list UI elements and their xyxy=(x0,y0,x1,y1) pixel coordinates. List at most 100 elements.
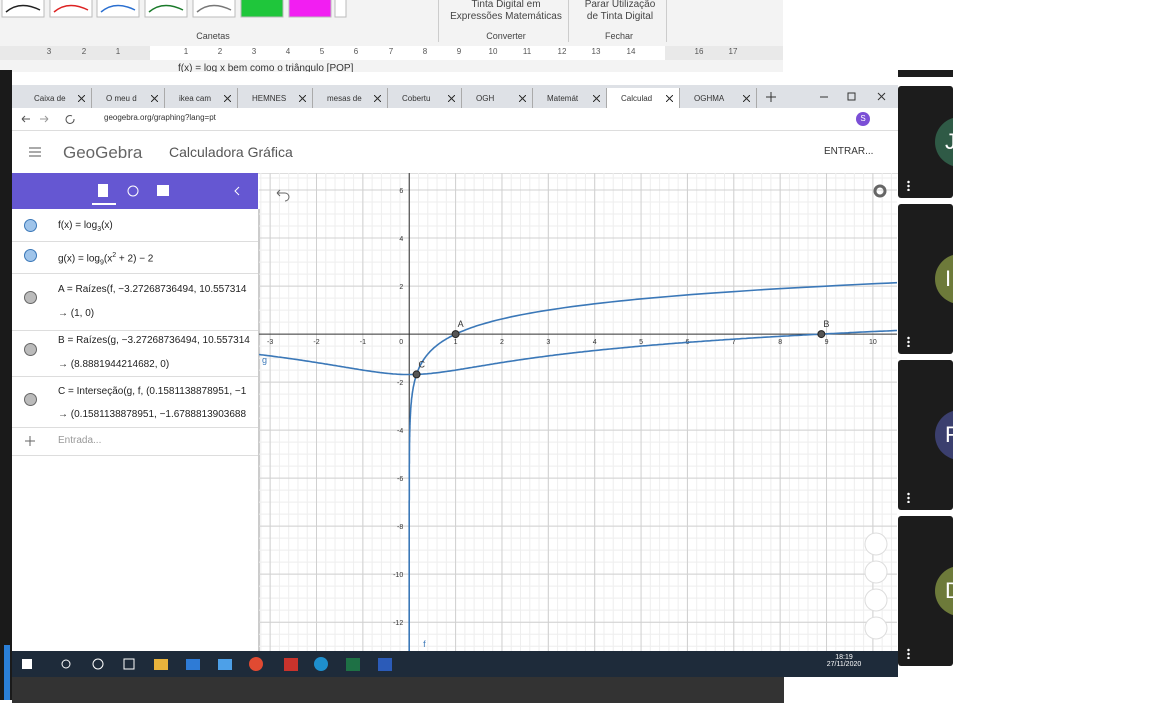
point xyxy=(817,330,826,339)
text: 9 xyxy=(99,259,104,267)
ruler-number: 2 xyxy=(217,47,223,56)
point-label: A xyxy=(458,319,464,329)
tab-title: Matemát xyxy=(547,93,579,103)
browser-tab[interactable]: HEMNES xyxy=(238,88,313,108)
left-edge xyxy=(0,70,12,700)
menu-dots xyxy=(907,180,910,191)
ruler-number: 7 xyxy=(388,47,394,56)
browser-tab[interactable]: ikea cam xyxy=(165,88,238,108)
participant-tile: F xyxy=(898,360,953,510)
tab-bar: Caixa de O meu d ikea cam HEMNES mesas de Cob… xyxy=(12,85,898,108)
tab-title: OGHMA xyxy=(694,93,725,103)
ruler-number: 13 xyxy=(591,47,601,56)
group-label: Canetas xyxy=(196,31,230,41)
url[interactable]: geogebra.org/graphing?lang=pt xyxy=(104,113,216,122)
x-tick-label: -3 xyxy=(267,339,273,346)
stop-button[interactable]: Parar Utilização de Tinta Digital xyxy=(572,0,668,23)
point-label: C xyxy=(419,359,426,369)
tab-title: O meu d xyxy=(106,93,137,103)
avatar: D xyxy=(935,566,953,616)
point-label: B xyxy=(823,319,829,329)
avatar: F xyxy=(935,410,953,460)
x-tick-label: 2 xyxy=(500,339,504,346)
group-label: Converter xyxy=(486,31,526,41)
algebra-row[interactable]: C = Interseção(g, f, (0.1581138878951, −… xyxy=(12,376,258,428)
ruler-number: 16 xyxy=(694,47,704,56)
algebra-row[interactable]: A = Raízes(f, −3.27268736494, 10.557314 →… xyxy=(12,273,258,331)
ruler-number: 9 xyxy=(456,47,462,56)
group-label: Fechar xyxy=(604,31,633,41)
text: → (8.8881944214682, 0) xyxy=(58,359,170,370)
y-tick-label: 4 xyxy=(399,236,403,243)
browser-tab[interactable]: Caixa de xyxy=(20,88,92,108)
text: → (0.1581138878951, −1.6788813903688 xyxy=(58,409,247,420)
algebra-row[interactable]: g(x) = log9(x2 + 2) − 2 xyxy=(12,241,258,274)
text: 2 xyxy=(112,252,117,259)
tab-close xyxy=(519,94,526,102)
ruler: 3 2 1 1 2 3 4 5 6 7 8 9 10 11 12 13 14 16 17 xyxy=(0,46,783,60)
text: Entrada... xyxy=(58,435,102,446)
text: → (1, 0) xyxy=(58,308,95,319)
ruler-number: 3 xyxy=(251,47,257,56)
menu-dots xyxy=(907,336,910,347)
algebra-row[interactable]: B = Raízes(g, −3.27268736494, 10.557314 →… xyxy=(12,330,258,377)
participant-tile: J xyxy=(898,86,953,198)
browser-tab[interactable]: O meu d xyxy=(92,88,165,108)
algebra-row[interactable]: f(x) = log3(x) xyxy=(12,209,258,242)
tab-close xyxy=(448,94,455,102)
ruler-number: 14 xyxy=(626,47,636,56)
ruler-number: 1 xyxy=(183,47,189,56)
profile-avatar[interactable]: S xyxy=(856,112,870,126)
text: 3 xyxy=(97,226,102,233)
browser-tab[interactable]: Matemát xyxy=(533,88,607,108)
ruler-number: 6 xyxy=(353,47,359,56)
tab-close xyxy=(743,94,750,102)
ruler-number: 17 xyxy=(728,47,738,56)
tab-close xyxy=(151,94,158,102)
algebra-view xyxy=(12,209,260,651)
participant-tile: D xyxy=(898,516,953,666)
button-label: Expressões Matemáticas xyxy=(450,11,562,22)
text: (x xyxy=(103,253,113,265)
tab-title: Cobertu xyxy=(402,93,431,103)
zoom-button xyxy=(864,616,888,640)
tab-title: ikea cam xyxy=(179,93,212,103)
ruler-number: 12 xyxy=(557,47,567,56)
ruler-number: 5 xyxy=(319,47,325,56)
button-label: Tinta Digital em xyxy=(471,0,541,10)
button-label: de Tinta Digital xyxy=(586,11,654,22)
clock-time: 18:19 xyxy=(835,654,853,661)
login-button[interactable]: ENTRAR... xyxy=(824,146,874,157)
logo: GeoGebra xyxy=(63,143,143,162)
document-text: f(x) = log x bem como o triângulo [POP] xyxy=(178,63,354,72)
address-bar: geogebra.org/graphing?lang=pt S xyxy=(12,108,898,131)
y-tick-label: 6 xyxy=(399,188,403,195)
participants-panel: J I F D xyxy=(898,70,953,700)
clock-date: 27/11/2020 xyxy=(826,661,862,668)
algebra-toolbar xyxy=(12,173,258,209)
settings-icon xyxy=(873,184,887,198)
tab-title: Caixa de xyxy=(34,93,66,103)
browser-tab[interactable]: OGH xyxy=(462,88,533,108)
browser-tab[interactable]: mesas de xyxy=(313,88,388,108)
curve-label: g xyxy=(262,355,267,365)
text: C = Interseção(g, f, (0.1581138878951, −… xyxy=(58,386,247,397)
tab-title: Calculad xyxy=(621,93,653,103)
pen-gallery xyxy=(1,0,347,18)
y-tick-label: -2 xyxy=(397,380,403,387)
button-label: Parar Utilização xyxy=(584,0,656,10)
input-row[interactable]: Entrada... xyxy=(12,427,258,456)
browser-tab[interactable]: OGHMA xyxy=(680,88,757,108)
convert-button[interactable]: Tinta Digital em Expressões Matemáticas xyxy=(440,0,572,23)
browser-tab[interactable]: Calculad xyxy=(607,88,680,108)
y-tick-label: 2 xyxy=(399,284,403,291)
undo-icon xyxy=(276,189,290,202)
text: + 2) − 2 xyxy=(116,253,154,265)
browser-tab[interactable]: Cobertu xyxy=(388,88,462,108)
zoom-button xyxy=(864,532,888,556)
y-tick-label: -4 xyxy=(397,428,403,435)
text: f(x) = log xyxy=(58,220,98,231)
tab-close xyxy=(78,94,85,102)
